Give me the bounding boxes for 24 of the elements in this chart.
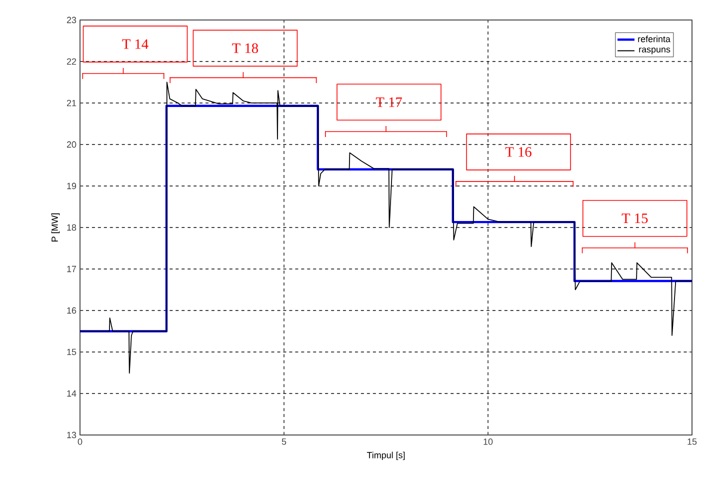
x-tick-label: 0 bbox=[78, 438, 82, 445]
y-tick-label: 23 bbox=[66, 16, 76, 24]
annotation: T 17 bbox=[376, 97, 402, 107]
legend-label: referinta bbox=[638, 36, 670, 42]
y-tick-label: 20 bbox=[66, 141, 76, 148]
y-tick-label: 21 bbox=[66, 100, 76, 106]
x-tick-label: 15 bbox=[688, 438, 697, 445]
y-tick-label: 14 bbox=[67, 390, 76, 397]
y-axis-title: P [MW] bbox=[51, 213, 60, 242]
y-tick-label: 19 bbox=[67, 182, 76, 190]
x-tick-label: 10 bbox=[484, 438, 493, 445]
annotation: T 15 bbox=[622, 214, 648, 224]
y-tick-label: 17 bbox=[67, 266, 76, 272]
annotation: T 14 bbox=[122, 39, 148, 49]
y-tick-label: 15 bbox=[67, 348, 76, 356]
y-tick-label: 18 bbox=[67, 224, 76, 231]
y-tick-label: 16 bbox=[67, 307, 76, 314]
y-tick-label: 13 bbox=[67, 432, 76, 438]
x-axis-title: Timpul [s] bbox=[366, 452, 405, 460]
y-tick-label: 22 bbox=[66, 58, 76, 65]
legend-label: raspuns bbox=[639, 48, 670, 54]
annotation: T 18 bbox=[232, 43, 258, 54]
annotation: T 16 bbox=[505, 147, 532, 157]
x-tick-label: 5 bbox=[282, 438, 286, 445]
